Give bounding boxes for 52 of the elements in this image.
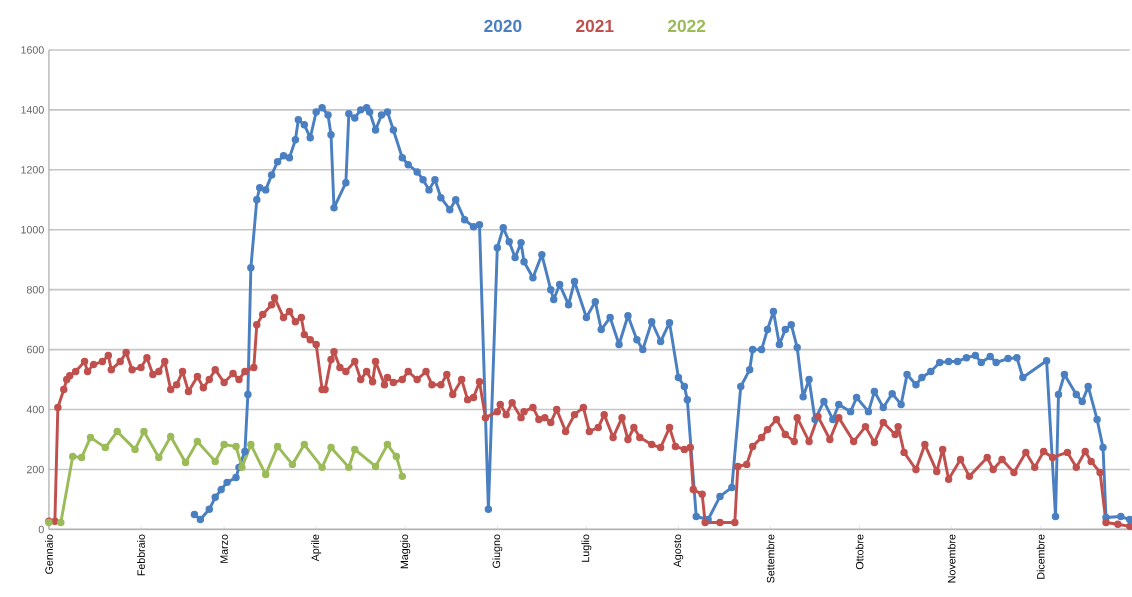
y-tick-label: 600 (27, 345, 44, 354)
point (327, 443, 335, 452)
y-tick-label: 400 (26, 405, 44, 414)
point (351, 445, 359, 453)
point (131, 445, 139, 453)
x-tick-label: Febbraio (137, 534, 145, 576)
x-tick-label: Novembre (947, 534, 956, 583)
text: 2020 (484, 19, 522, 32)
point (288, 460, 297, 468)
text: 2022 (667, 19, 706, 32)
point (300, 440, 309, 449)
point (383, 440, 392, 449)
point (77, 453, 86, 462)
x-tick-label: Aprile (311, 534, 322, 562)
point (345, 463, 353, 471)
x-tick-label: Gennaio (45, 534, 53, 574)
text: 2021 (576, 19, 614, 32)
x-tick-label: Giugno (492, 534, 503, 568)
point (181, 458, 190, 467)
point (232, 442, 240, 450)
y-tick-label: 200 (27, 465, 44, 474)
point (371, 462, 380, 471)
x-tick-label: Luglio (581, 534, 592, 562)
point (193, 437, 202, 446)
point (86, 433, 95, 441)
y-tick-label: 1600 (21, 46, 44, 54)
point (220, 440, 228, 449)
y-tick-label: 1200 (21, 165, 44, 174)
point (398, 472, 407, 480)
point (247, 440, 255, 449)
point (113, 427, 121, 435)
point (140, 427, 148, 435)
point (318, 463, 326, 471)
x-tick-label: Agosto (673, 534, 684, 568)
x-tick-label: Ottobre (855, 534, 864, 569)
point (57, 518, 65, 527)
x-tick-label: Settembre (766, 534, 775, 583)
y-tick-label: 0 (38, 525, 44, 534)
x-tick-label: Marzo (220, 534, 228, 563)
y-tick-label: 800 (26, 285, 44, 294)
point (392, 452, 401, 461)
y-tick-label: 1000 (21, 225, 44, 234)
x-tick-label: Maggio (400, 534, 411, 569)
point (261, 470, 270, 479)
point (166, 432, 175, 441)
point (68, 452, 77, 461)
point (273, 442, 282, 450)
x-tick-label: Dicembre (1036, 534, 1045, 579)
point (155, 453, 163, 462)
y-tick-label: 1400 (21, 105, 44, 114)
point (211, 457, 219, 465)
point (101, 443, 110, 452)
